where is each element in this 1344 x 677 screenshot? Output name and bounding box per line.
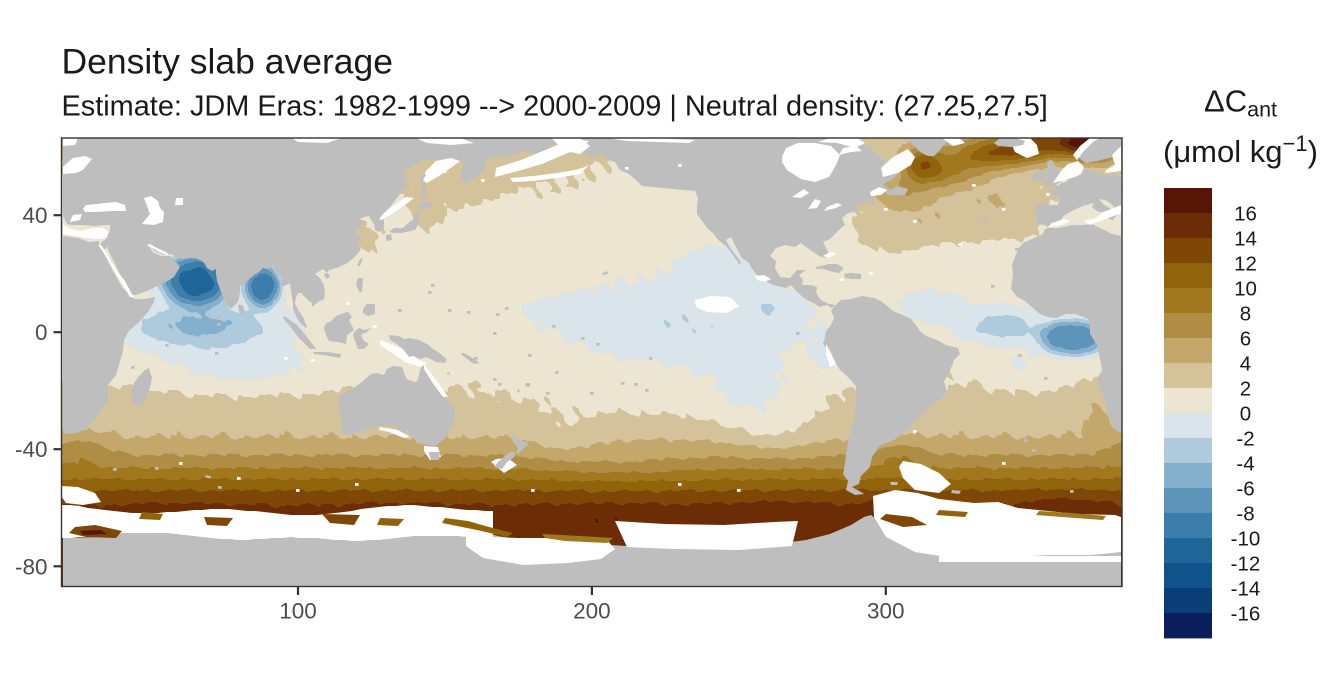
svg-text:-10: -10 — [1231, 527, 1261, 550]
svg-text:0: 0 — [1240, 402, 1251, 425]
svg-text:8: 8 — [1240, 302, 1251, 325]
svg-text:-14: -14 — [1231, 577, 1261, 600]
svg-text:Estimate: JDM Eras: 1982-1999: Estimate: JDM Eras: 1982-1999 --> 2000-2… — [62, 91, 1048, 123]
svg-text:10: 10 — [1234, 277, 1257, 300]
svg-text:-6: -6 — [1236, 477, 1254, 500]
svg-text:-8: -8 — [1236, 502, 1254, 525]
svg-text:-2: -2 — [1236, 427, 1254, 450]
svg-text:-40: -40 — [15, 437, 48, 462]
svg-text:Density slab average: Density slab average — [62, 42, 394, 82]
svg-text:14: 14 — [1234, 227, 1257, 250]
svg-text:0: 0 — [35, 320, 48, 345]
svg-text:100: 100 — [279, 598, 317, 623]
svg-text:40: 40 — [22, 203, 47, 228]
svg-text:-16: -16 — [1231, 602, 1261, 625]
svg-text:16: 16 — [1234, 202, 1257, 225]
svg-text:-4: -4 — [1236, 452, 1254, 475]
svg-text:12: 12 — [1234, 252, 1257, 275]
svg-text:200: 200 — [573, 598, 611, 623]
svg-text:4: 4 — [1240, 352, 1251, 375]
svg-text:-80: -80 — [15, 554, 48, 579]
svg-text:300: 300 — [867, 598, 905, 623]
svg-text:2: 2 — [1240, 377, 1251, 400]
svg-text:-12: -12 — [1231, 552, 1261, 575]
svg-text:6: 6 — [1240, 327, 1251, 350]
